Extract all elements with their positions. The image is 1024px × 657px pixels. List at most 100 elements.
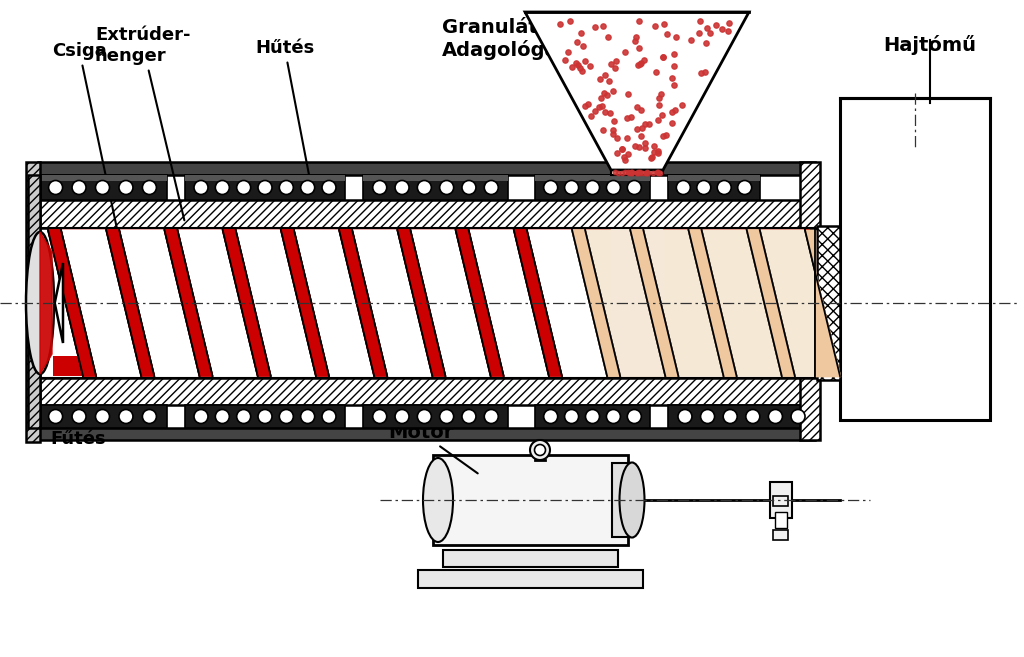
Bar (668, 175, 760, 200)
Polygon shape (106, 230, 155, 376)
Circle shape (678, 409, 692, 424)
Circle shape (628, 409, 641, 424)
Circle shape (586, 181, 599, 194)
Polygon shape (40, 232, 52, 374)
Text: Motor: Motor (388, 423, 478, 474)
Polygon shape (119, 230, 200, 376)
Polygon shape (643, 230, 724, 376)
Polygon shape (165, 230, 212, 376)
Polygon shape (514, 230, 562, 376)
Bar (362, 175, 508, 200)
Circle shape (586, 409, 599, 424)
Polygon shape (805, 230, 840, 376)
Circle shape (72, 181, 86, 194)
Bar (38, 200, 815, 228)
Bar (773, 496, 788, 506)
Circle shape (462, 181, 476, 194)
Text: Csiga: Csiga (52, 42, 120, 240)
Text: Granulátum/
Adagológarat: Granulátum/ Adagológarat (442, 18, 604, 60)
Bar (38, 228, 815, 378)
Circle shape (723, 409, 737, 424)
Bar (53, 356, 810, 376)
Circle shape (768, 409, 782, 424)
Ellipse shape (423, 458, 453, 542)
Polygon shape (40, 232, 63, 374)
Circle shape (395, 181, 409, 194)
Polygon shape (106, 230, 155, 376)
Polygon shape (631, 230, 678, 376)
Polygon shape (456, 230, 504, 376)
Circle shape (95, 181, 110, 194)
Circle shape (194, 181, 208, 194)
Bar (38, 405, 167, 428)
Circle shape (322, 181, 336, 194)
Circle shape (484, 409, 499, 424)
Circle shape (280, 409, 293, 424)
Circle shape (237, 409, 251, 424)
Polygon shape (760, 230, 840, 376)
Circle shape (142, 409, 157, 424)
Ellipse shape (26, 232, 54, 374)
Circle shape (745, 409, 760, 424)
Text: Hűtés: Hűtés (255, 39, 314, 177)
Circle shape (535, 445, 546, 455)
Polygon shape (48, 230, 96, 376)
Polygon shape (526, 230, 607, 376)
Circle shape (194, 409, 208, 424)
Bar (800, 162, 820, 228)
Bar (611, 228, 663, 378)
Circle shape (72, 409, 86, 424)
Polygon shape (514, 230, 562, 376)
Bar (800, 378, 820, 440)
FancyBboxPatch shape (433, 455, 628, 545)
Bar (611, 170, 663, 175)
Circle shape (439, 181, 454, 194)
Polygon shape (352, 230, 432, 376)
Bar (26, 162, 40, 442)
Circle shape (215, 409, 229, 424)
Polygon shape (48, 230, 96, 376)
Circle shape (258, 181, 272, 194)
Polygon shape (339, 230, 387, 376)
Circle shape (700, 409, 715, 424)
Bar (535, 175, 650, 200)
Polygon shape (746, 230, 795, 376)
Polygon shape (411, 230, 490, 376)
Circle shape (301, 181, 314, 194)
Circle shape (418, 409, 431, 424)
Bar (775, 512, 787, 528)
Bar (38, 175, 167, 200)
Circle shape (696, 181, 711, 194)
Circle shape (237, 181, 251, 194)
Polygon shape (525, 12, 749, 170)
Bar (668, 405, 815, 428)
Polygon shape (456, 230, 504, 376)
Polygon shape (236, 230, 316, 376)
Text: Fűtés: Fűtés (50, 414, 142, 448)
Circle shape (301, 409, 314, 424)
Circle shape (142, 181, 157, 194)
Polygon shape (294, 230, 374, 376)
Bar (38, 175, 167, 181)
Polygon shape (585, 230, 666, 376)
Circle shape (544, 409, 558, 424)
Bar (362, 405, 508, 428)
Bar (38, 428, 815, 440)
Bar (840, 98, 990, 420)
Polygon shape (339, 230, 387, 376)
Circle shape (322, 409, 336, 424)
Polygon shape (631, 230, 678, 376)
Circle shape (215, 181, 229, 194)
Circle shape (606, 409, 621, 424)
Circle shape (95, 409, 110, 424)
Circle shape (439, 409, 454, 424)
Polygon shape (572, 230, 621, 376)
Polygon shape (61, 230, 141, 376)
Bar (418, 570, 643, 588)
Polygon shape (469, 230, 549, 376)
Polygon shape (746, 230, 795, 376)
Bar (443, 550, 618, 567)
Circle shape (462, 409, 476, 424)
Circle shape (717, 181, 731, 194)
Circle shape (119, 181, 133, 194)
